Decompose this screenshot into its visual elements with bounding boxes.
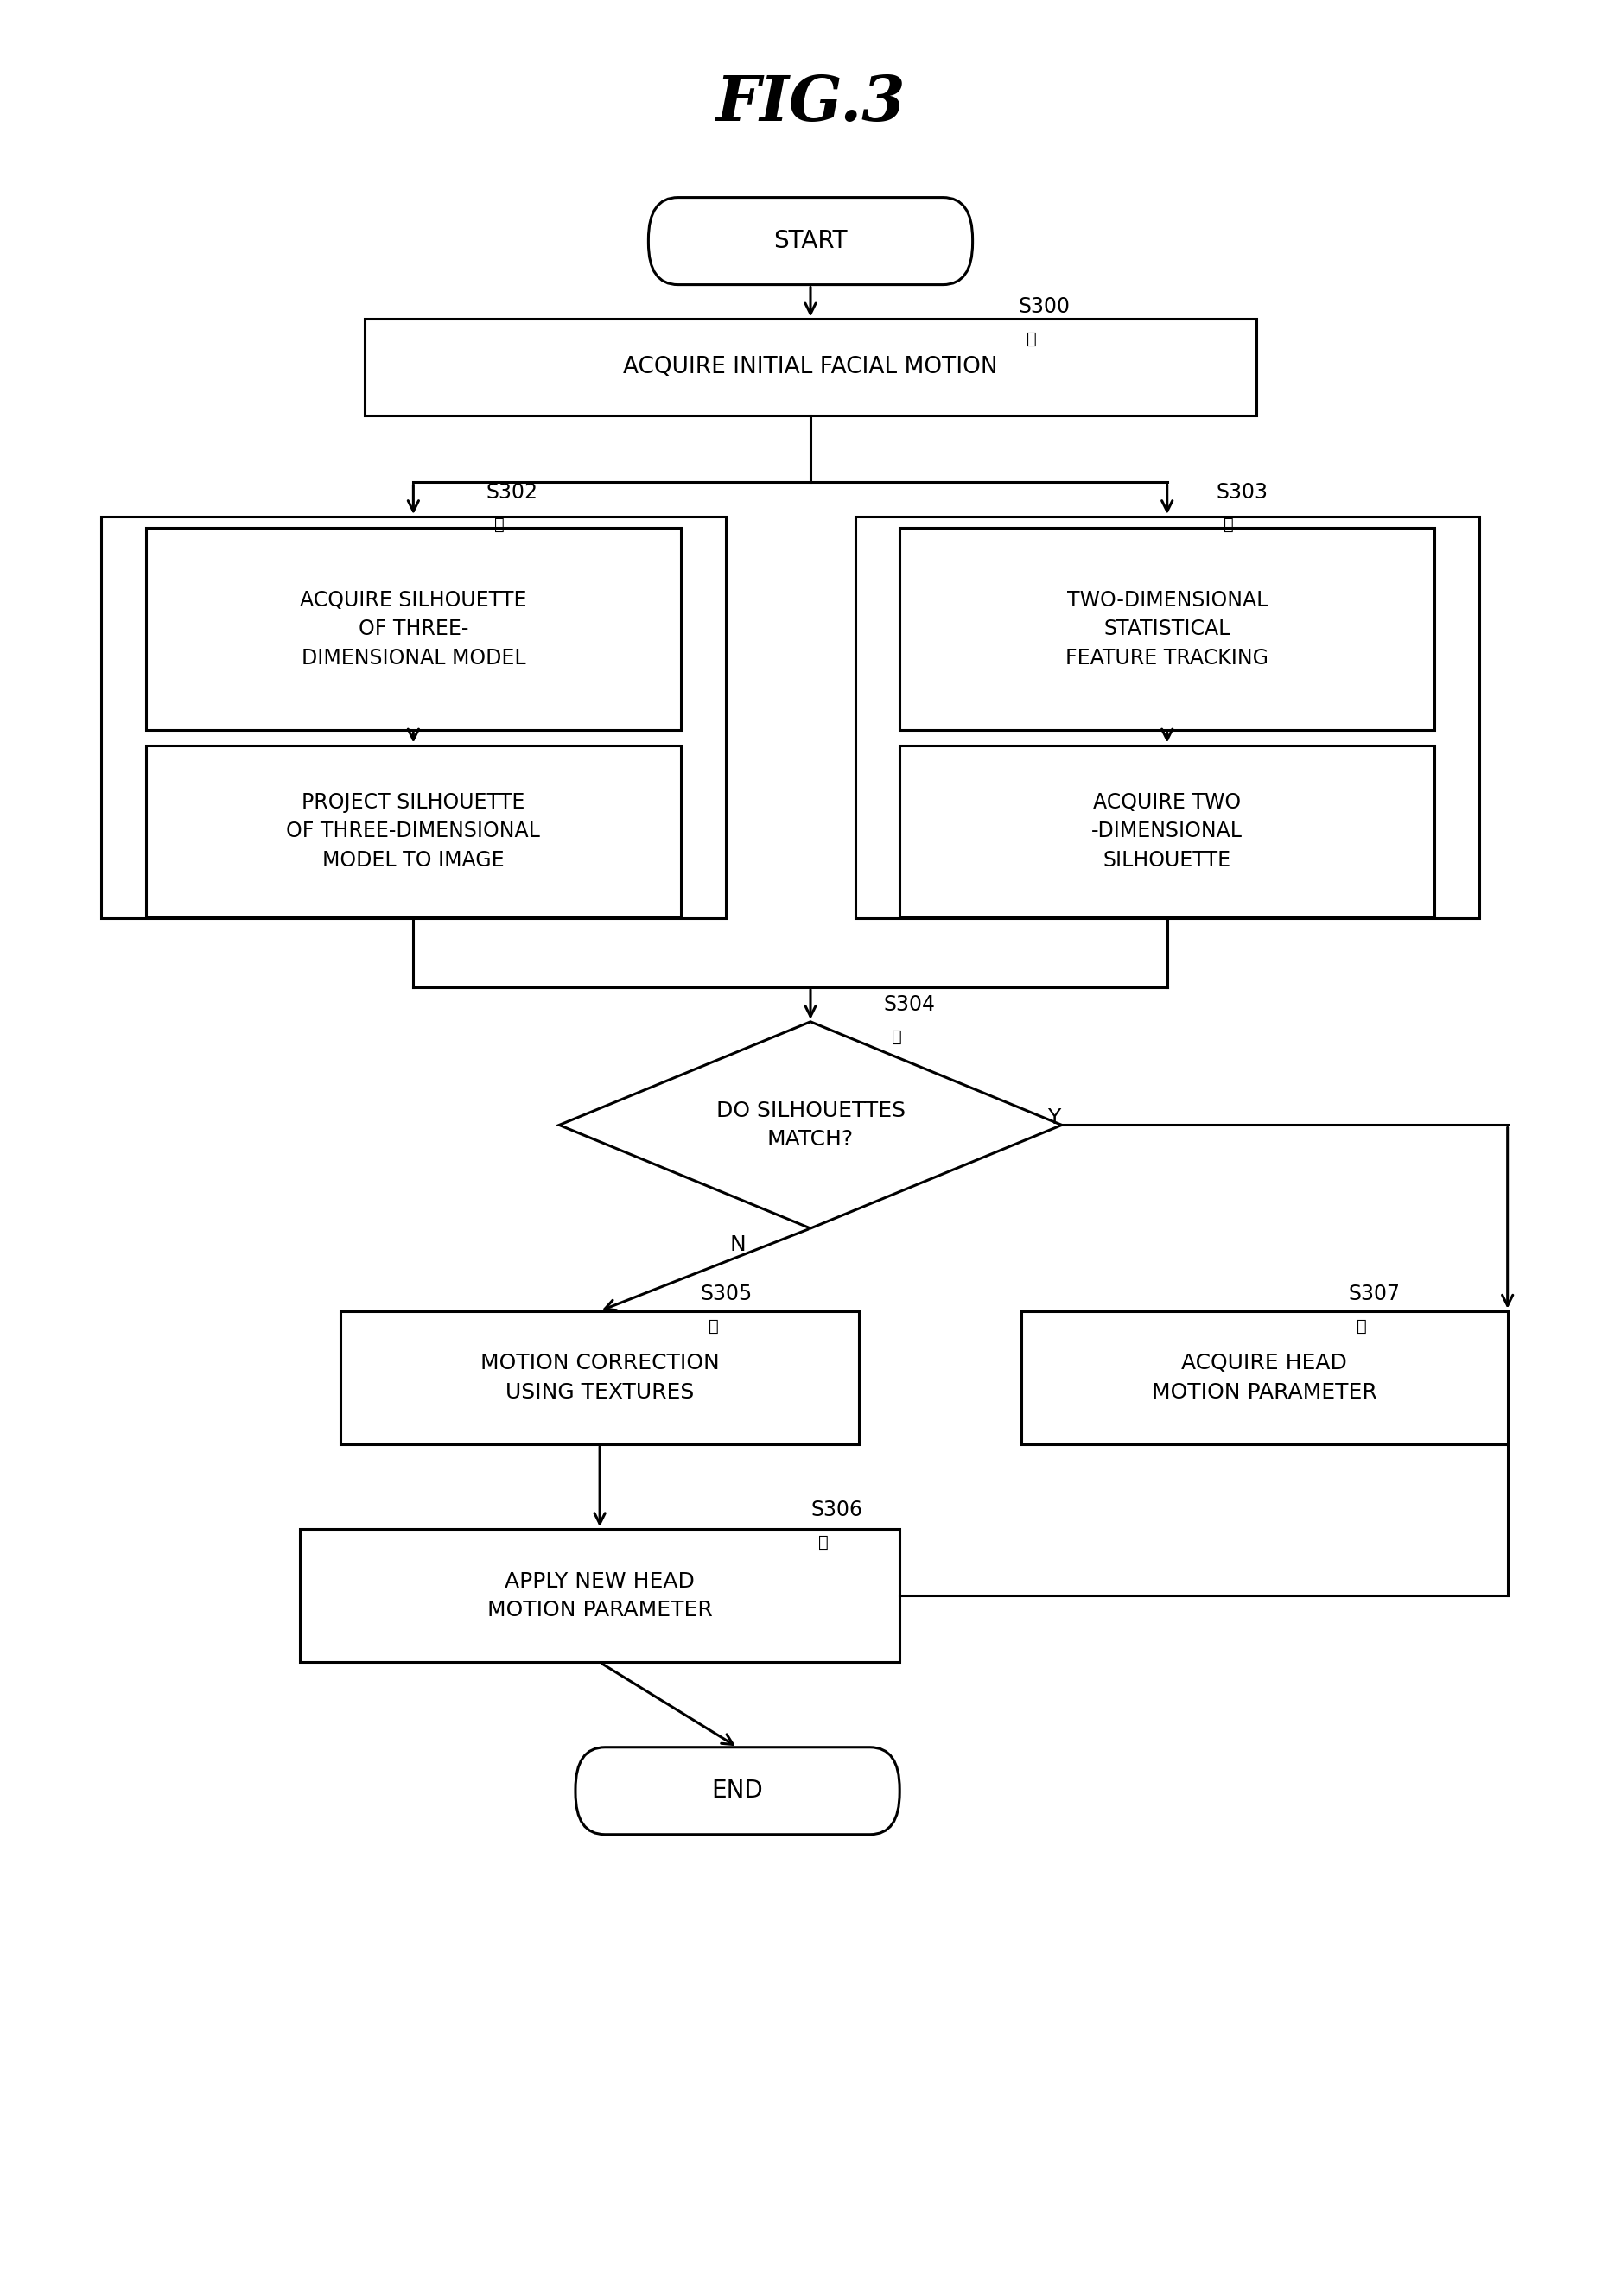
Text: PROJECT SILHOUETTE
OF THREE-DIMENSIONAL
MODEL TO IMAGE: PROJECT SILHOUETTE OF THREE-DIMENSIONAL … <box>287 792 540 870</box>
Text: ⌣: ⌣ <box>1224 517 1234 533</box>
Bar <box>146 744 681 916</box>
Bar <box>340 1311 859 1444</box>
FancyBboxPatch shape <box>575 1747 900 1835</box>
Text: ⌣: ⌣ <box>708 1318 718 1334</box>
Text: DO SILHOUETTES
MATCH?: DO SILHOUETTES MATCH? <box>716 1100 905 1150</box>
Bar <box>102 517 725 918</box>
Text: ⌣: ⌣ <box>892 1029 901 1045</box>
Bar <box>146 528 681 730</box>
FancyBboxPatch shape <box>648 197 973 285</box>
Text: APPLY NEW HEAD
MOTION PARAMETER: APPLY NEW HEAD MOTION PARAMETER <box>488 1570 712 1621</box>
Text: MOTION CORRECTION
USING TEXTURES: MOTION CORRECTION USING TEXTURES <box>480 1352 720 1403</box>
Bar <box>300 1529 900 1662</box>
Bar <box>1021 1311 1508 1444</box>
Text: ⌣: ⌣ <box>1357 1318 1367 1334</box>
Text: ACQUIRE TWO
-DIMENSIONAL
SILHOUETTE: ACQUIRE TWO -DIMENSIONAL SILHOUETTE <box>1091 792 1243 870</box>
Polygon shape <box>559 1022 1062 1228</box>
Text: ACQUIRE HEAD
MOTION PARAMETER: ACQUIRE HEAD MOTION PARAMETER <box>1153 1352 1376 1403</box>
Text: S303: S303 <box>1216 482 1268 503</box>
Text: ACQUIRE INITIAL FACIAL MOTION: ACQUIRE INITIAL FACIAL MOTION <box>622 356 999 379</box>
Text: ⌣: ⌣ <box>1026 331 1036 347</box>
Bar <box>854 517 1478 918</box>
Text: S302: S302 <box>486 482 538 503</box>
Text: S304: S304 <box>883 994 935 1015</box>
Text: END: END <box>712 1779 763 1802</box>
Text: FIG.3: FIG.3 <box>715 73 906 133</box>
Text: S306: S306 <box>810 1499 862 1520</box>
Text: S307: S307 <box>1349 1283 1401 1304</box>
Text: Y: Y <box>1047 1107 1060 1130</box>
Text: ⌣: ⌣ <box>494 517 504 533</box>
Text: START: START <box>773 230 848 253</box>
Bar <box>900 744 1435 916</box>
Text: S305: S305 <box>700 1283 752 1304</box>
Text: ACQUIRE SILHOUETTE
OF THREE-
DIMENSIONAL MODEL: ACQUIRE SILHOUETTE OF THREE- DIMENSIONAL… <box>300 590 527 668</box>
Bar <box>365 319 1256 416</box>
Text: S300: S300 <box>1018 296 1070 317</box>
Text: TWO-DIMENSIONAL
STATISTICAL
FEATURE TRACKING: TWO-DIMENSIONAL STATISTICAL FEATURE TRAC… <box>1065 590 1269 668</box>
Text: ⌣: ⌣ <box>819 1534 828 1550</box>
Text: N: N <box>729 1233 746 1256</box>
Bar <box>900 528 1435 730</box>
